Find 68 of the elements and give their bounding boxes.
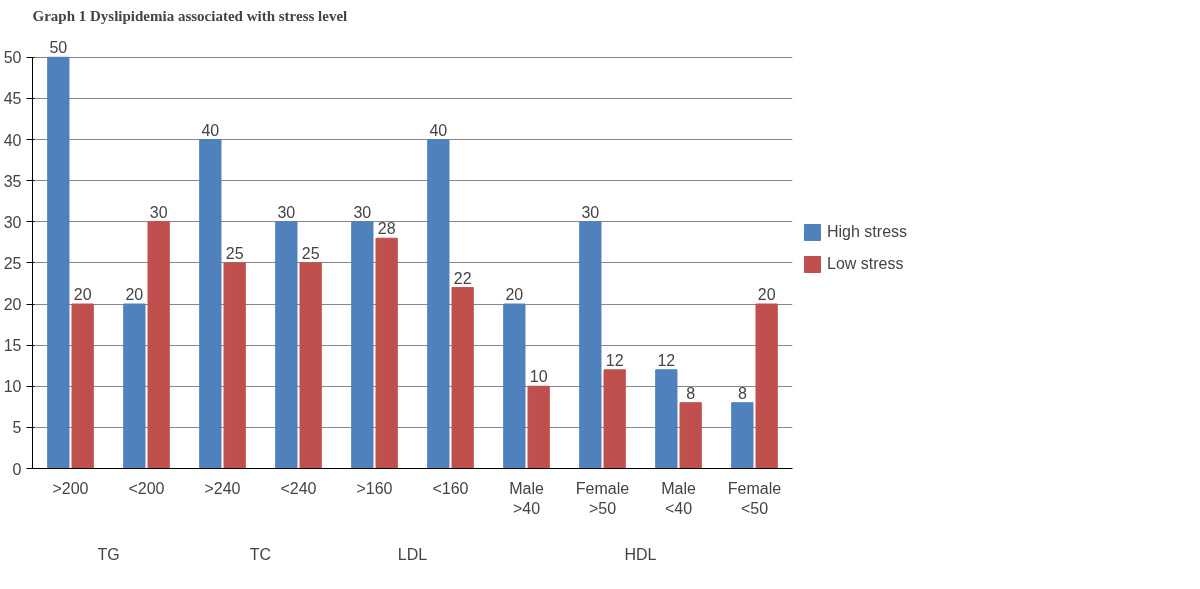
bar (755, 303, 778, 469)
data-label: 8 (686, 384, 696, 402)
data-label: 25 (301, 244, 320, 262)
bar (427, 139, 450, 469)
x-tick-label: Female <50 (727, 479, 782, 517)
data-label: 12 (657, 351, 676, 369)
chart-title: Graph 1 Dyslipidemia associated with stress level (32, 7, 348, 24)
data-label: 40 (429, 121, 448, 139)
bar (655, 369, 678, 469)
data-label: 25 (225, 244, 244, 262)
y-tick-label: 10 (3, 378, 22, 396)
bar (147, 221, 170, 469)
data-label: 10 (529, 368, 548, 386)
y-tick-label: 5 (12, 419, 22, 437)
legend-label: Low stress (827, 255, 904, 273)
bar (603, 369, 626, 469)
bar (679, 402, 702, 469)
data-label: 12 (605, 351, 624, 369)
data-label: 40 (201, 121, 220, 139)
x-tick-label: >200 (52, 479, 89, 497)
bar (451, 287, 474, 469)
data-label: 30 (277, 203, 296, 221)
data-label: 20 (73, 286, 92, 304)
data-label: 22 (453, 269, 472, 287)
bar (71, 303, 94, 469)
data-label: 30 (149, 203, 168, 221)
data-label: 8 (737, 384, 747, 402)
text: HDL (624, 545, 657, 563)
x-tick-label: <200 (128, 479, 165, 497)
bar (351, 221, 374, 469)
x-tick-label: <240 (280, 479, 317, 497)
data-label: 30 (353, 203, 372, 221)
data-label: 20 (125, 286, 144, 304)
text: TC (249, 545, 272, 563)
y-tick-label: 35 (3, 172, 22, 190)
x-tick-label: >240 (204, 479, 241, 497)
data-label: 20 (505, 286, 524, 304)
bar (375, 237, 398, 469)
x-tick-label: <160 (432, 479, 469, 497)
bar (527, 385, 550, 469)
text: TG (97, 545, 120, 563)
bar (731, 402, 754, 469)
y-tick-label: 40 (3, 131, 22, 149)
x-tick-label: Female >50 (575, 479, 630, 517)
bar (123, 303, 146, 469)
data-label: 28 (377, 220, 396, 238)
text: LDL (397, 545, 428, 563)
bar (47, 56, 70, 469)
legend-label: High stress (827, 223, 908, 241)
x-tick-label: Male >40 (509, 479, 544, 517)
bar (579, 221, 602, 469)
bar (299, 262, 322, 469)
bar (503, 303, 526, 469)
bar (223, 262, 246, 469)
y-tick-label: 25 (3, 254, 22, 272)
bar (199, 139, 222, 469)
y-tick-label: 20 (3, 296, 22, 314)
y-tick-label: 0 (12, 460, 22, 478)
y-tick-label: 15 (3, 337, 22, 355)
data-label: 20 (757, 286, 776, 304)
data-label: 30 (581, 203, 600, 221)
data-label: 50 (49, 39, 68, 57)
y-tick-label: 50 (3, 49, 22, 67)
bar (275, 221, 298, 469)
x-tick-label: >160 (356, 479, 393, 497)
y-tick-label: 30 (3, 213, 22, 231)
x-tick-label: Male <40 (661, 479, 696, 517)
y-tick-label: 45 (3, 90, 22, 108)
